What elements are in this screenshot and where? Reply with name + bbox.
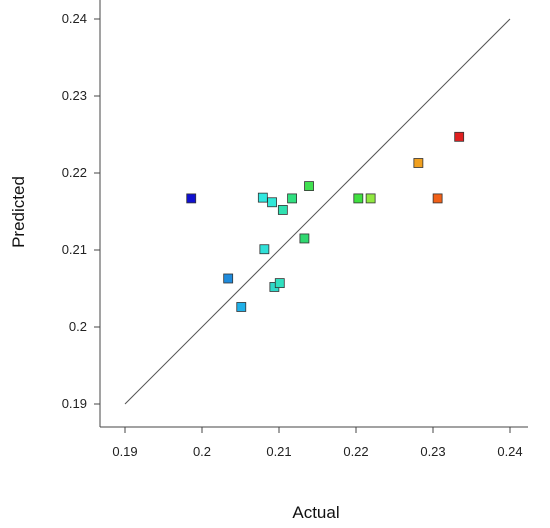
data-point (287, 193, 297, 204)
reference-line (124, 18, 511, 405)
x-tick-label: 0.23 (420, 444, 445, 459)
y-tick-label: 0.21 (62, 242, 87, 257)
x-tick-label: 0.22 (343, 444, 368, 459)
data-point (257, 192, 268, 203)
data-point (454, 131, 465, 142)
y-tick-label: 0.19 (62, 396, 87, 411)
data-points (186, 131, 465, 312)
data-point (353, 193, 364, 204)
data-point (365, 193, 376, 204)
data-point (259, 244, 270, 255)
data-point (277, 205, 288, 215)
y-axis-ticks: 0.19 0.2 0.21 0.22 0.23 0.24 (62, 11, 100, 411)
y-tick-label: 0.23 (62, 88, 87, 103)
x-axis-ticks: 0.19 0.2 0.21 0.22 0.23 0.24 (112, 427, 523, 459)
data-point (299, 233, 310, 244)
x-tick-label: 0.2 (193, 444, 211, 459)
y-tick-label: 0.22 (62, 165, 87, 180)
data-point (223, 273, 234, 284)
data-point (186, 193, 197, 204)
data-point (413, 158, 424, 168)
x-axis-title: Actual (292, 503, 339, 522)
data-point (304, 181, 314, 191)
x-tick-label: 0.24 (497, 444, 522, 459)
data-point (267, 197, 277, 208)
x-tick-label: 0.21 (266, 444, 291, 459)
y-tick-label: 0.24 (62, 11, 87, 26)
data-point (236, 302, 247, 312)
y-tick-label: 0.2 (69, 319, 87, 334)
data-point (274, 278, 285, 289)
y-axis-title: Predicted (9, 176, 28, 248)
data-point (432, 193, 443, 204)
x-tick-label: 0.19 (112, 444, 137, 459)
